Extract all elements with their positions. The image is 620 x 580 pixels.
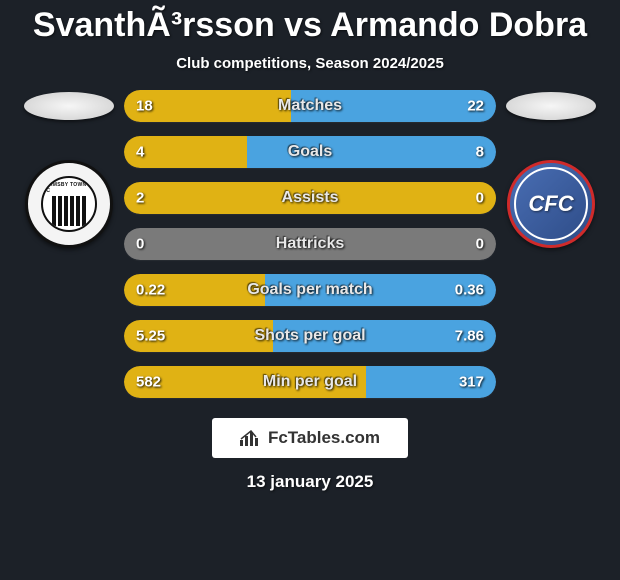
stat-left-value: 2 [136, 190, 144, 207]
stat-left-value: 582 [136, 374, 161, 391]
right-club-badge: CFC [507, 160, 595, 248]
stat-left-value: 0.22 [136, 282, 165, 299]
stat-left-value: 18 [136, 98, 153, 115]
stat-right-value: 0.36 [455, 282, 484, 299]
left-player-avatar [24, 92, 114, 120]
stat-label: Hattricks [276, 235, 344, 253]
left-player-column: GRIMSBY TOWN FC [14, 90, 124, 248]
stat-right-value: 22 [467, 98, 484, 115]
stat-right-value: 317 [459, 374, 484, 391]
stat-bar: 582 317 Min per goal [124, 366, 496, 398]
stat-bar: 2 0 Assists [124, 182, 496, 214]
stat-label: Shots per goal [254, 327, 365, 345]
right-player-avatar [506, 92, 596, 120]
stat-bar-right-fill [247, 136, 496, 168]
right-club-letters: CFC [528, 191, 573, 217]
stat-bar: 4 8 Goals [124, 136, 496, 168]
stat-label: Min per goal [263, 373, 357, 391]
left-club-badge-inner: GRIMSBY TOWN FC [41, 176, 97, 232]
stat-right-value: 0 [476, 236, 484, 253]
stat-left-value: 5.25 [136, 328, 165, 345]
stat-bar: 0 0 Hattricks [124, 228, 496, 260]
stat-bar: 18 22 Matches [124, 90, 496, 122]
stat-right-value: 7.86 [455, 328, 484, 345]
stat-label: Assists [282, 189, 339, 207]
branding-text: FcTables.com [268, 428, 380, 448]
left-club-stripes [49, 196, 89, 226]
footer: FcTables.com 13 january 2025 [212, 418, 408, 492]
page-title: SvanthÃ³rsson vs Armando Dobra [33, 6, 587, 45]
body-row: GRIMSBY TOWN FC 18 22 Matches 4 8 Goals 2 0 Assi… [0, 90, 620, 398]
left-club-badge: GRIMSBY TOWN FC [25, 160, 113, 248]
right-player-column: CFC [496, 90, 606, 248]
stat-right-value: 0 [476, 190, 484, 207]
left-club-name: GRIMSBY TOWN FC [43, 182, 95, 194]
comparison-card: SvanthÃ³rsson vs Armando Dobra Club comp… [0, 0, 620, 580]
subtitle: Club competitions, Season 2024/2025 [176, 55, 444, 72]
stat-bar: 5.25 7.86 Shots per goal [124, 320, 496, 352]
stat-left-value: 4 [136, 144, 144, 161]
stat-label: Matches [278, 97, 342, 115]
stat-label: Goals [288, 143, 332, 161]
branding-logo: FcTables.com [212, 418, 408, 458]
chart-icon [240, 430, 260, 446]
stat-bar: 0.22 0.36 Goals per match [124, 274, 496, 306]
stat-right-value: 8 [476, 144, 484, 161]
stats-column: 18 22 Matches 4 8 Goals 2 0 Assists 0 0 Hattricks 0.… [124, 90, 496, 398]
stat-label: Goals per match [247, 281, 372, 299]
date-label: 13 january 2025 [247, 472, 374, 492]
stat-left-value: 0 [136, 236, 144, 253]
